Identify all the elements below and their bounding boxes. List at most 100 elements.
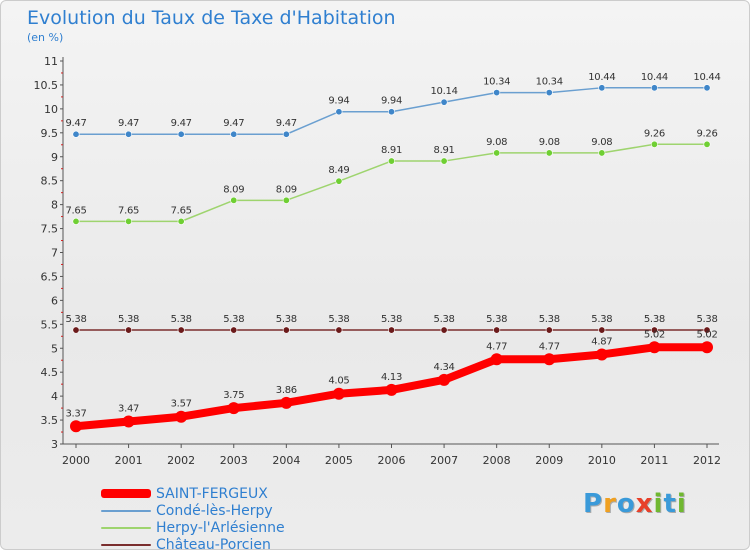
x-tick-label: 2004 <box>272 454 300 467</box>
legend-item: Condé-lès-Herpy <box>101 502 285 519</box>
data-label: 9.26 <box>696 128 717 139</box>
data-point <box>335 177 343 185</box>
data-label: 10.44 <box>641 72 668 83</box>
legend-swatch <box>101 526 151 529</box>
y-tick-label: 5.5 <box>41 318 59 331</box>
data-label: 8.49 <box>328 165 349 176</box>
y-tick-label: 9 <box>51 151 58 164</box>
data-label: 7.65 <box>65 205 86 216</box>
logo-letter: i <box>653 489 664 519</box>
y-tick-label: 9.5 <box>41 127 59 140</box>
data-label: 5.38 <box>539 314 560 325</box>
data-label: 7.65 <box>171 205 192 216</box>
data-point <box>72 217 80 225</box>
data-label: 7.65 <box>118 205 139 216</box>
proxiti-logo: Proxiti <box>583 489 687 519</box>
data-label: 3.57 <box>171 399 192 410</box>
y-tick-label: 5 <box>51 342 58 355</box>
data-label: 5.02 <box>644 329 665 340</box>
data-point <box>543 353 556 366</box>
data-label: 9.47 <box>118 118 139 129</box>
x-tick-label: 2009 <box>535 454 563 467</box>
y-tick-label: 11 <box>44 55 58 68</box>
data-label: 4.05 <box>328 376 349 387</box>
data-label: 4.13 <box>381 372 402 383</box>
legend-label: SAINT-FERGEUX <box>156 485 268 502</box>
data-label: 10.34 <box>536 77 563 88</box>
data-point <box>440 98 448 106</box>
data-point <box>335 108 343 116</box>
data-label: 5.02 <box>696 329 717 340</box>
data-point <box>703 140 711 148</box>
data-point <box>545 89 553 97</box>
data-point <box>650 84 658 92</box>
data-label: 3.47 <box>118 403 139 414</box>
chart-title: Evolution du Taux de Taxe d'Habitation <box>27 7 396 29</box>
data-label: 8.09 <box>223 184 244 195</box>
data-point <box>387 326 395 334</box>
data-point <box>387 157 395 165</box>
legend-item: Herpy-l'Arlésienne <box>101 519 285 536</box>
data-label: 5.38 <box>118 314 139 325</box>
data-label: 9.08 <box>486 137 507 148</box>
data-point <box>385 383 398 396</box>
data-label: 5.38 <box>696 314 717 325</box>
data-point <box>125 326 133 334</box>
data-label: 3.37 <box>65 408 86 419</box>
data-point <box>545 149 553 157</box>
data-label: 5.38 <box>434 314 455 325</box>
chart-subtitle: (en %) <box>27 31 64 44</box>
logo-letter: r <box>603 489 617 519</box>
logo-letter: P <box>583 489 604 519</box>
data-point <box>177 130 185 138</box>
y-tick-label: 8 <box>51 199 58 212</box>
data-point <box>230 196 238 204</box>
data-point <box>595 348 608 361</box>
y-tick-label: 7 <box>51 247 58 260</box>
x-tick-label: 2011 <box>640 454 668 467</box>
data-label: 9.47 <box>276 118 297 129</box>
data-point <box>177 217 185 225</box>
data-label: 5.38 <box>65 314 86 325</box>
data-point <box>72 326 80 334</box>
data-point <box>598 84 606 92</box>
legend-swatch <box>101 509 151 512</box>
x-tick-label: 2007 <box>430 454 458 467</box>
y-tick-label: 6.5 <box>41 270 59 283</box>
data-point <box>230 130 238 138</box>
data-point <box>280 396 293 409</box>
data-label: 5.38 <box>486 314 507 325</box>
y-tick-label: 10.5 <box>34 79 59 92</box>
logo-letter: x <box>635 489 654 519</box>
chart-legend: SAINT-FERGEUX Condé-lès-Herpy Herpy-l'Arlé… <box>101 485 285 553</box>
data-label: 9.47 <box>223 118 244 129</box>
data-point <box>438 373 451 386</box>
data-label: 8.91 <box>434 145 455 156</box>
y-tick-label: 3 <box>51 438 58 451</box>
data-label: 9.94 <box>381 96 402 107</box>
data-point <box>650 140 658 148</box>
data-point <box>650 326 658 334</box>
data-point <box>72 130 80 138</box>
data-label: 8.09 <box>276 184 297 195</box>
data-label: 10.44 <box>588 72 615 83</box>
data-point <box>703 326 711 334</box>
data-label: 3.86 <box>276 385 297 396</box>
x-tick-label: 2002 <box>167 454 195 467</box>
data-label: 5.38 <box>591 314 612 325</box>
data-label: 9.94 <box>328 96 349 107</box>
legend-swatch <box>101 543 151 546</box>
data-point <box>387 108 395 116</box>
x-tick-label: 2008 <box>483 454 511 467</box>
x-tick-label: 2001 <box>115 454 143 467</box>
data-label: 5.38 <box>276 314 297 325</box>
legend-swatch <box>101 489 151 498</box>
data-point <box>70 420 82 433</box>
data-point <box>545 326 553 334</box>
data-point <box>332 387 345 400</box>
data-point <box>493 89 501 97</box>
legend-item: SAINT-FERGEUX <box>101 485 285 502</box>
data-point <box>227 402 240 415</box>
data-label: 3.75 <box>223 390 244 401</box>
